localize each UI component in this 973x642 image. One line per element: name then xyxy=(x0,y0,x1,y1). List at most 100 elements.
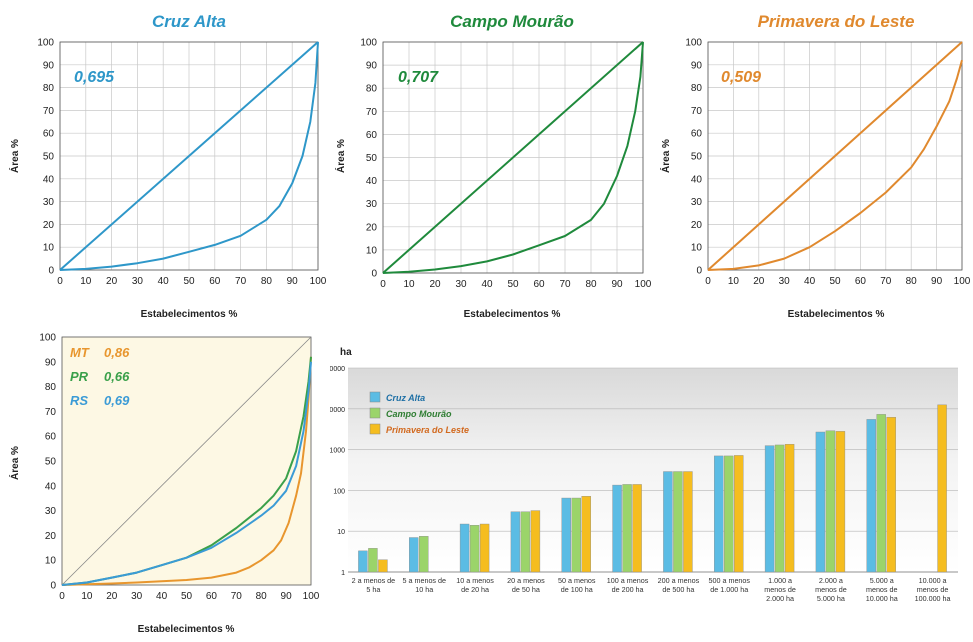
x-category-label: 5 a menos de xyxy=(402,576,446,585)
x-tick-label: 70 xyxy=(231,591,243,602)
bar xyxy=(774,444,785,573)
y-tick-label: 40 xyxy=(43,174,55,185)
bar xyxy=(612,484,622,573)
y-tick-label: 10 xyxy=(691,243,703,254)
x-category-label: 20 a menos xyxy=(507,576,545,585)
x-tick-label: 20 xyxy=(429,279,441,290)
x-tick-label: 90 xyxy=(281,591,293,602)
x-category-label: 100 a menos xyxy=(607,576,649,585)
y-tick-label: 50 xyxy=(43,152,55,163)
x-tick-label: 90 xyxy=(931,276,943,287)
state-label: RS xyxy=(70,393,88,408)
x-category-label: 2 a menos de xyxy=(352,576,396,585)
y-tick-label: 90 xyxy=(43,60,55,71)
x-category-label: 5 ha xyxy=(366,585,380,594)
y-tick-label: 30 xyxy=(366,199,378,210)
bar xyxy=(581,496,591,573)
x-axis-label: Estabelecimentos % xyxy=(464,309,561,320)
x-tick-label: 60 xyxy=(533,279,545,290)
y-tick-label: 90 xyxy=(691,60,703,71)
y-tick-label: 60 xyxy=(45,432,57,443)
y-tick-label: 0 xyxy=(48,266,54,277)
lorenz-chart-campo-mourao: Campo Mourão 0 10 20 30 40 50 60 70 80 90 100 0 10 20… xyxy=(330,0,660,330)
gini-coefficient: 0,695 xyxy=(74,69,115,86)
x-category-label: 500 a menos xyxy=(708,576,750,585)
y-tick-label: 40 xyxy=(366,176,378,187)
x-tick-label: 100 xyxy=(310,276,327,287)
legend-swatch xyxy=(369,391,381,403)
x-tick-label: 90 xyxy=(611,279,623,290)
y-tick-label: 50 xyxy=(691,152,703,163)
x-category-label: 100.000 ha xyxy=(915,594,951,603)
y-tick-label: 40 xyxy=(45,481,57,492)
x-category-label: 200 a menos xyxy=(658,576,700,585)
x-tick-label: 90 xyxy=(287,276,299,287)
lorenz-chart-cruz-alta: Cruz Alta 0 10 20 30 40 50 60 70 80 90 100 0 10 20 30 4… xyxy=(0,0,330,330)
x-tick-label: 30 xyxy=(779,276,791,287)
x-tick-label: 0 xyxy=(380,279,386,290)
y-tick-label: 100 xyxy=(360,38,377,49)
x-category-label: 5.000 ha xyxy=(817,594,845,603)
x-tick-label: 0 xyxy=(59,591,65,602)
y-tick-label: 60 xyxy=(691,129,703,140)
x-tick-label: 30 xyxy=(132,276,144,287)
bar xyxy=(358,550,368,573)
y-tick-label: 40 xyxy=(691,174,703,185)
y-tick-label: 80 xyxy=(366,84,378,95)
bar xyxy=(530,510,541,573)
lorenz-curve xyxy=(382,41,644,274)
x-category-label: de 500 ha xyxy=(662,585,694,594)
y-tick-label: 0 xyxy=(50,581,56,592)
y-axis-label: Área % xyxy=(8,446,21,480)
x-category-label: de 20 ha xyxy=(461,585,489,594)
x-tick-label: 40 xyxy=(158,276,170,287)
x-tick-label: 10 xyxy=(81,591,93,602)
y-axis-unit: ha xyxy=(340,347,352,358)
y-tick-label: 20 xyxy=(691,220,703,231)
y-tick-label: 20 xyxy=(43,220,55,231)
x-tick-label: 80 xyxy=(585,279,597,290)
gini-coefficient: 0,707 xyxy=(398,69,439,86)
x-tick-label: 100 xyxy=(635,279,652,290)
x-tick-label: 70 xyxy=(880,276,892,287)
plot-frame xyxy=(707,41,963,271)
x-tick-label: 50 xyxy=(181,591,193,602)
x-axis-label: Estabelecimentos % xyxy=(138,624,235,635)
x-tick-label: 70 xyxy=(559,279,571,290)
plot-frame xyxy=(59,41,319,271)
x-category-label: 10.000 ha xyxy=(866,594,898,603)
x-tick-label: 20 xyxy=(753,276,765,287)
y-tick-label: 100 xyxy=(37,38,54,49)
y-axis-label: Área % xyxy=(8,139,21,173)
bar xyxy=(368,548,378,573)
x-category-label: 1.000 a xyxy=(768,576,792,585)
y-tick-label: 1 xyxy=(341,570,345,577)
y-axis-label: Área % xyxy=(659,139,672,173)
x-tick-label: 100 xyxy=(303,591,320,602)
lorenz-chart-primavera-do-leste: Primavera do Leste 0 10 20 30 40 50 60 70 80 90 10… xyxy=(653,0,973,330)
x-tick-label: 40 xyxy=(481,279,493,290)
y-tick-label: 0 xyxy=(371,269,377,280)
bar xyxy=(419,536,429,573)
bar xyxy=(663,471,673,573)
x-tick-label: 50 xyxy=(829,276,841,287)
bar xyxy=(866,419,876,573)
x-category-label: menos de xyxy=(917,585,949,594)
x-tick-label: 0 xyxy=(57,276,63,287)
bar xyxy=(571,497,581,573)
bar xyxy=(459,523,470,573)
bar xyxy=(815,431,826,573)
bar xyxy=(734,455,744,573)
bar xyxy=(876,414,886,573)
x-category-label: 2.000 ha xyxy=(766,594,794,603)
lorenz-svg-campo-mourao: Campo Mourão 0 10 20 30 40 50 60 70 80 90 100 0 10 20… xyxy=(334,12,652,320)
y-tick-label: 90 xyxy=(45,357,57,368)
state-gini-value: 0,69 xyxy=(104,393,130,408)
bar xyxy=(409,537,419,573)
bar xyxy=(937,404,947,573)
y-tick-label: 70 xyxy=(43,106,55,117)
y-tick-label: 30 xyxy=(45,506,57,517)
